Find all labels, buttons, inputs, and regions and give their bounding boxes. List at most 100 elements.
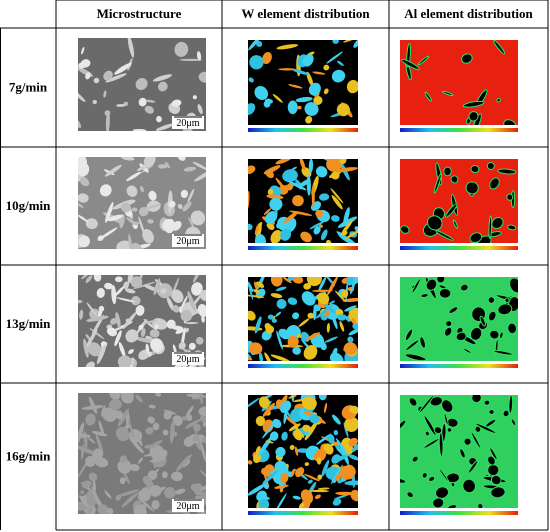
phase (424, 430, 430, 437)
phase (330, 188, 344, 204)
phase (323, 88, 329, 95)
phase (347, 336, 354, 343)
phase (177, 157, 186, 161)
phase (295, 467, 305, 478)
phase (292, 195, 304, 207)
phase (497, 168, 517, 175)
phase (317, 474, 323, 480)
phase (328, 434, 335, 444)
phase (194, 428, 201, 445)
phase (267, 188, 274, 196)
phase (174, 41, 189, 57)
phase (282, 277, 292, 284)
phase (199, 393, 203, 405)
phase (333, 494, 350, 500)
phase (321, 460, 330, 477)
phase (187, 291, 196, 312)
phase (270, 230, 282, 243)
phase (199, 289, 206, 302)
phase (335, 491, 357, 496)
phase (404, 328, 414, 341)
phase (353, 40, 358, 48)
phase (82, 497, 87, 507)
phase (348, 437, 358, 447)
phase (103, 90, 107, 98)
phase (288, 395, 297, 399)
phase (278, 68, 296, 71)
phase (313, 448, 327, 462)
phase (450, 175, 459, 184)
phase (351, 445, 358, 453)
phase (452, 219, 458, 229)
w-map (248, 40, 358, 125)
phase (105, 201, 114, 223)
phase (254, 224, 260, 236)
phase (91, 486, 101, 505)
phase (472, 113, 482, 125)
phase (145, 343, 150, 355)
phase (300, 231, 312, 243)
phase (78, 62, 85, 69)
phase (271, 277, 279, 285)
phase (298, 318, 310, 327)
phase (249, 55, 264, 70)
phase (95, 433, 104, 455)
phase (489, 177, 500, 190)
phase (248, 460, 253, 465)
phase (342, 230, 348, 236)
phase (324, 304, 337, 314)
phase (116, 240, 132, 249)
phase (292, 346, 301, 355)
phase (171, 289, 184, 304)
phase (306, 174, 311, 196)
phase (309, 221, 325, 230)
phase (333, 454, 348, 463)
phase (275, 311, 282, 317)
phase (311, 184, 315, 208)
scale-label: 20μm (176, 118, 199, 129)
phase (117, 355, 132, 367)
phase (446, 427, 453, 433)
phase (105, 73, 127, 83)
colorbar (400, 364, 518, 368)
phase (313, 226, 321, 235)
phase (165, 161, 170, 169)
phase (487, 310, 497, 322)
phase (157, 81, 168, 92)
phase (343, 342, 358, 355)
phase (333, 430, 339, 436)
phase (92, 479, 96, 492)
phase (323, 64, 330, 71)
phase (343, 207, 350, 226)
phase (78, 445, 96, 455)
phase (491, 217, 504, 230)
phase (107, 214, 124, 222)
phase (488, 215, 493, 240)
phase (304, 410, 309, 415)
phase (507, 322, 517, 335)
phase (287, 100, 298, 115)
phase (126, 171, 142, 182)
phase (117, 408, 130, 427)
phase (417, 55, 430, 66)
phase (507, 224, 517, 231)
phase (340, 465, 356, 480)
phase (132, 221, 140, 226)
phase (86, 329, 98, 348)
phase (195, 336, 204, 345)
phase (149, 329, 160, 338)
phase (88, 437, 96, 444)
phase (329, 352, 344, 361)
phase (265, 211, 278, 224)
phase (290, 468, 295, 477)
phase (317, 487, 330, 490)
phase (258, 396, 270, 409)
phase (179, 58, 202, 62)
phase (283, 409, 288, 424)
phase (133, 505, 147, 514)
phase (404, 339, 420, 352)
phase (142, 229, 154, 244)
phase (433, 426, 443, 435)
phase (196, 51, 202, 61)
phase (112, 393, 118, 398)
